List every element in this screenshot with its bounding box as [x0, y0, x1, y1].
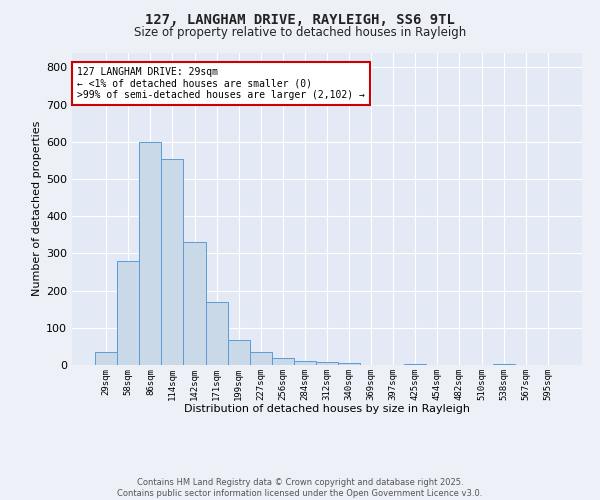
Text: 127 LANGHAM DRIVE: 29sqm
← <1% of detached houses are smaller (0)
>99% of semi-d: 127 LANGHAM DRIVE: 29sqm ← <1% of detach… [77, 66, 365, 100]
X-axis label: Distribution of detached houses by size in Rayleigh: Distribution of detached houses by size … [184, 404, 470, 414]
Bar [316, 362, 338, 365]
Bar [184, 242, 206, 365]
Text: Size of property relative to detached houses in Rayleigh: Size of property relative to detached ho… [134, 26, 466, 39]
Bar [294, 362, 316, 365]
Bar [161, 158, 184, 365]
Bar [227, 340, 250, 365]
Bar [493, 364, 515, 365]
Bar [95, 352, 117, 365]
Bar [206, 302, 227, 365]
Text: 127, LANGHAM DRIVE, RAYLEIGH, SS6 9TL: 127, LANGHAM DRIVE, RAYLEIGH, SS6 9TL [145, 12, 455, 26]
Bar [404, 364, 427, 365]
Text: Contains HM Land Registry data © Crown copyright and database right 2025.
Contai: Contains HM Land Registry data © Crown c… [118, 478, 482, 498]
Y-axis label: Number of detached properties: Number of detached properties [32, 121, 42, 296]
Bar [338, 363, 360, 365]
Bar [272, 358, 294, 365]
Bar [139, 142, 161, 365]
Bar [250, 352, 272, 365]
Bar [117, 261, 139, 365]
